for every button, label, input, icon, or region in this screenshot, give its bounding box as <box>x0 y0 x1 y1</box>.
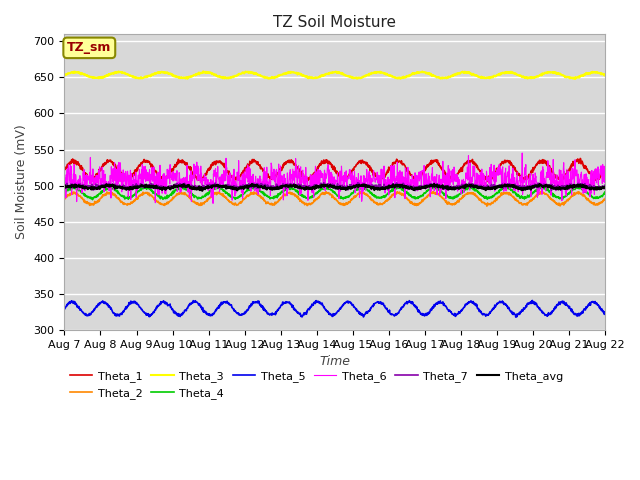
Theta_3 <box>369 70 376 76</box>
Line: Theta_5: Theta_5 <box>65 300 605 317</box>
Theta_7 <box>124 184 132 190</box>
Theta_3 <box>301 73 309 79</box>
Theta_2 <box>290 192 298 197</box>
Theta_1 <box>483 179 491 184</box>
Theta_2 <box>301 201 309 206</box>
Line: Theta_avg: Theta_avg <box>65 184 605 191</box>
Theta_2 <box>102 191 110 197</box>
Theta_2 <box>483 204 491 209</box>
Theta_2 <box>368 197 376 203</box>
Theta_4 <box>103 187 111 192</box>
Theta_5 <box>61 306 68 312</box>
Theta_1 <box>102 159 110 165</box>
Theta_7 <box>102 181 110 187</box>
Theta_avg <box>102 182 110 188</box>
Theta_3 <box>200 69 207 74</box>
Theta_avg <box>602 184 609 190</box>
Theta_avg <box>61 184 68 190</box>
Line: Theta_1: Theta_1 <box>65 158 605 181</box>
Theta_3 <box>311 75 319 81</box>
Text: TZ_sm: TZ_sm <box>67 41 111 54</box>
Theta_5 <box>512 314 520 320</box>
Theta_3 <box>102 73 110 79</box>
Theta_4 <box>61 189 68 195</box>
Theta_1 <box>124 175 132 180</box>
Theta_4 <box>89 197 97 203</box>
Theta_7 <box>290 183 298 189</box>
Theta_6 <box>291 168 298 174</box>
Line: Theta_6: Theta_6 <box>65 153 605 204</box>
Theta_2 <box>311 198 319 204</box>
Theta_3 <box>124 72 132 77</box>
Theta_7 <box>301 186 309 192</box>
Theta_4 <box>216 184 224 190</box>
Theta_4 <box>312 191 319 196</box>
Theta_6 <box>209 201 217 206</box>
Theta_3 <box>602 72 609 78</box>
Theta_1 <box>290 161 298 167</box>
Theta_1 <box>301 174 309 180</box>
Theta_1 <box>61 165 68 171</box>
Theta_6 <box>301 182 309 188</box>
Theta_7 <box>602 182 609 188</box>
Theta_5 <box>290 307 298 312</box>
Theta_7 <box>354 180 362 186</box>
Theta_4 <box>291 187 298 192</box>
Theta_1 <box>602 167 609 173</box>
Line: Theta_2: Theta_2 <box>65 192 605 206</box>
Theta_7 <box>369 184 376 190</box>
Theta_7 <box>61 184 68 190</box>
Theta_2 <box>61 196 68 202</box>
Theta_6 <box>124 194 132 200</box>
Y-axis label: Soil Moisture (mV): Soil Moisture (mV) <box>15 125 28 240</box>
Theta_3 <box>571 76 579 82</box>
Theta_4 <box>369 192 377 198</box>
Theta_5 <box>529 298 536 303</box>
Theta_4 <box>302 195 310 201</box>
Theta_3 <box>61 72 68 77</box>
Theta_5 <box>124 303 132 309</box>
Theta_2 <box>537 189 545 194</box>
Theta_7 <box>412 188 419 193</box>
Theta_1 <box>368 169 376 175</box>
Theta_avg <box>248 181 256 187</box>
Theta_6 <box>518 150 526 156</box>
Theta_4 <box>125 194 132 200</box>
Theta_5 <box>602 312 609 317</box>
Theta_5 <box>368 303 376 309</box>
Theta_avg <box>369 185 377 191</box>
Theta_1 <box>577 156 584 161</box>
Theta_1 <box>311 170 319 176</box>
Theta_2 <box>602 196 609 202</box>
Theta_6 <box>311 170 319 176</box>
Theta_5 <box>301 311 309 316</box>
Theta_6 <box>102 179 110 184</box>
Title: TZ Soil Moisture: TZ Soil Moisture <box>273 15 396 30</box>
Theta_5 <box>102 301 110 307</box>
Theta_6 <box>602 175 609 181</box>
Theta_avg <box>312 183 319 189</box>
Theta_avg <box>124 185 132 191</box>
Theta_5 <box>311 300 319 305</box>
Theta_avg <box>291 183 298 189</box>
Theta_6 <box>369 176 376 182</box>
Line: Theta_4: Theta_4 <box>65 187 605 200</box>
X-axis label: Time: Time <box>319 355 350 369</box>
Theta_7 <box>311 182 319 188</box>
Theta_3 <box>291 70 298 75</box>
Line: Theta_3: Theta_3 <box>65 72 605 79</box>
Theta_6 <box>61 180 68 186</box>
Legend: Theta_1, Theta_2, Theta_3, Theta_4, Theta_5, Theta_6, Theta_7, Theta_avg: Theta_1, Theta_2, Theta_3, Theta_4, Thet… <box>70 372 563 399</box>
Theta_avg <box>302 184 310 190</box>
Theta_4 <box>602 189 609 195</box>
Theta_2 <box>124 201 132 207</box>
Line: Theta_7: Theta_7 <box>65 183 605 191</box>
Theta_avg <box>198 188 206 194</box>
